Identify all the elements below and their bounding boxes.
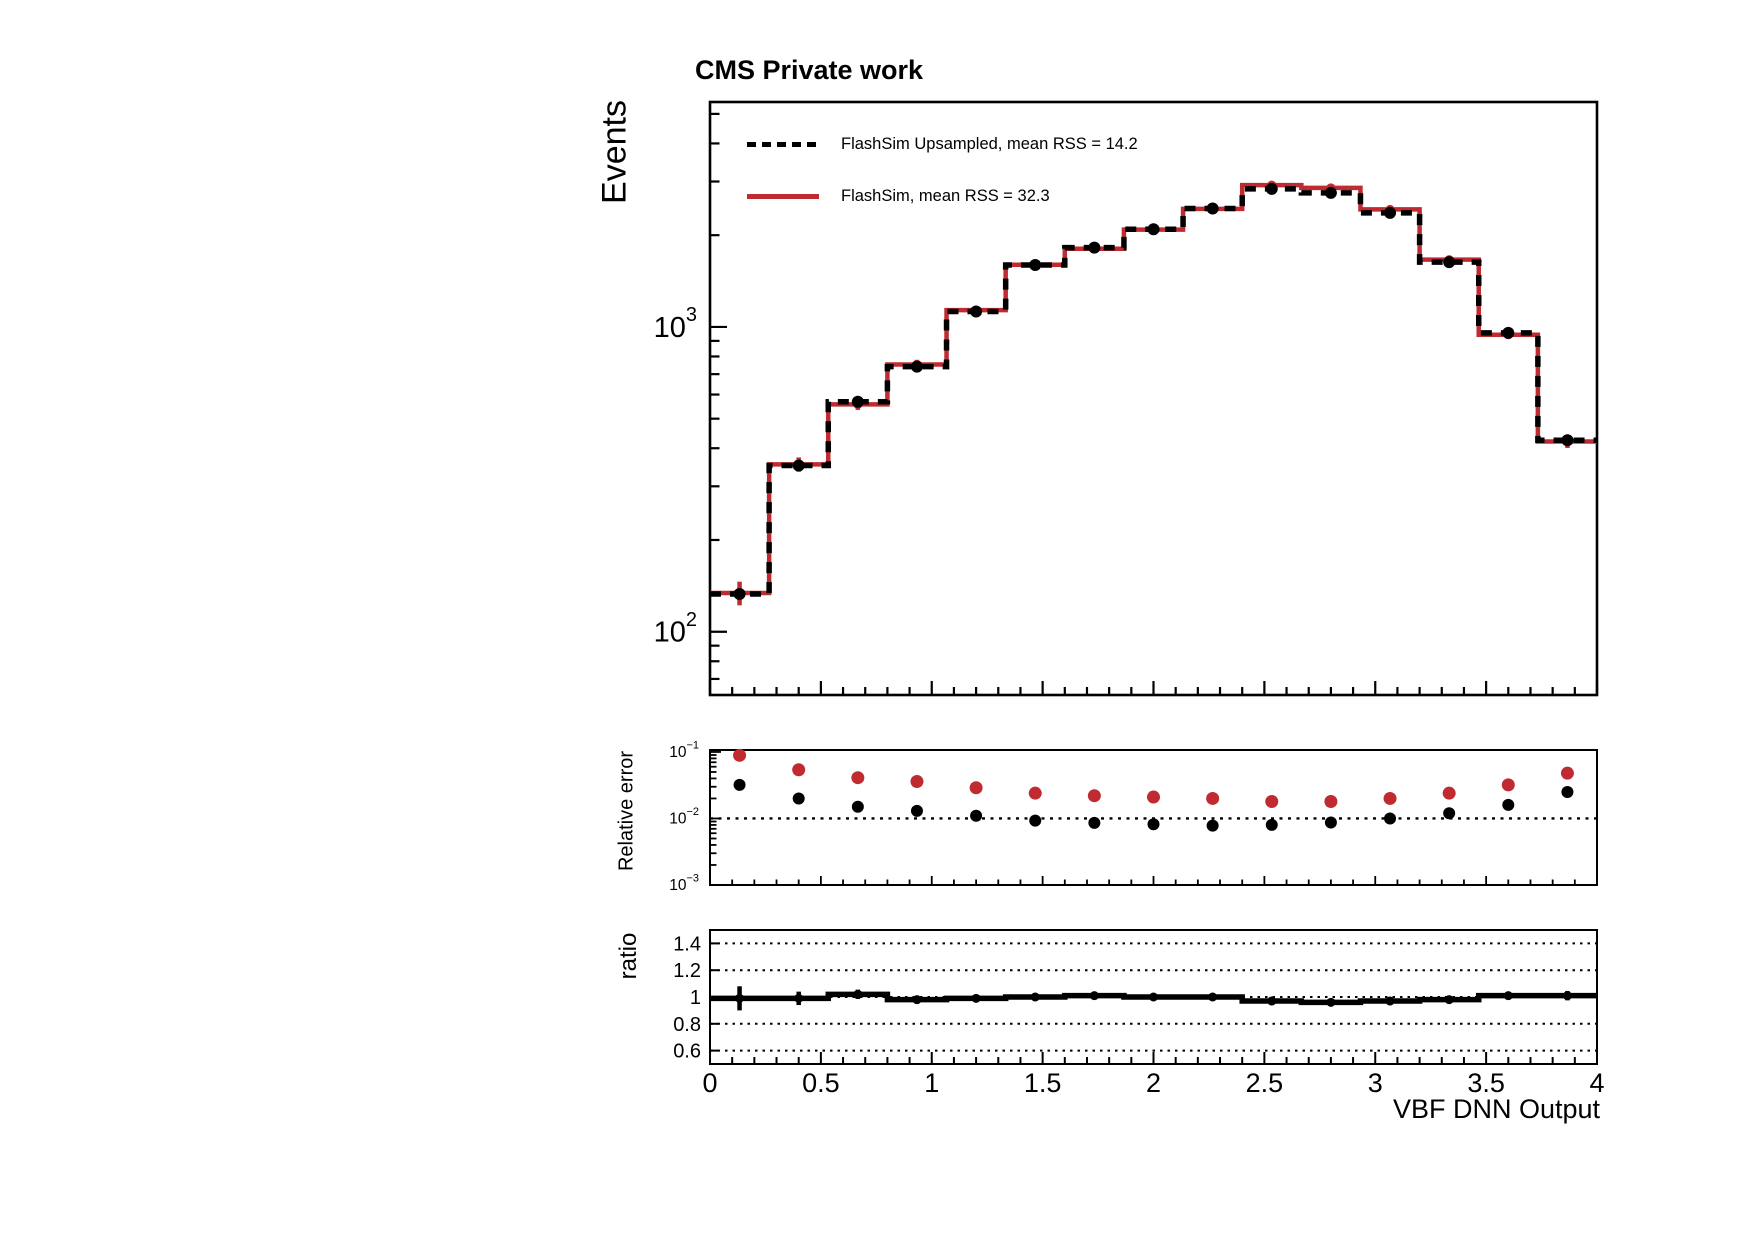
black-dot (1147, 818, 1160, 831)
x-ticks (709, 876, 1598, 885)
black-dot (1088, 816, 1101, 829)
red-dot (1087, 789, 1101, 803)
red-dot (1324, 794, 1338, 808)
red-dot (910, 774, 924, 788)
black-dot (1502, 798, 1515, 811)
series-flashsim-upsampled (710, 182, 1597, 600)
y-axis-title-relative-error: Relative error (615, 750, 638, 872)
black-dot (970, 809, 983, 822)
panel-frames (708, 100, 1599, 1065)
x-tick-label: 2 (1146, 1068, 1161, 1098)
dashed-line-icon (747, 141, 819, 147)
x-tick-label: 3 (1368, 1068, 1383, 1098)
svg-text:1.2: 1.2 (673, 960, 701, 982)
x-axis-title: VBF DNN Output (1392, 1094, 1600, 1124)
black-dot (1443, 807, 1456, 820)
black-dot (1029, 814, 1042, 827)
red-dot (1028, 786, 1042, 800)
svg-text:0.6: 0.6 (673, 1041, 701, 1063)
red-dot (1442, 786, 1456, 800)
red-dot (733, 748, 747, 762)
main-panel-series (710, 180, 1597, 606)
svg-text:1: 1 (690, 987, 701, 1009)
red-dot (1383, 791, 1397, 805)
red-dot (969, 781, 983, 795)
x-tick-label: 2.5 (1246, 1068, 1284, 1098)
red-dot (851, 771, 865, 785)
black-dot (733, 778, 746, 791)
y-ticks (710, 112, 727, 681)
black-dot (1324, 816, 1337, 829)
red-dot (1560, 766, 1574, 780)
black-dot (792, 792, 805, 805)
red-dot (1206, 791, 1220, 805)
page-title: CMS Private work (695, 55, 924, 85)
legend-item-flashsim: FlashSim, mean RSS = 32.3 (747, 170, 1138, 222)
legend: FlashSim Upsampled, mean RSS = 14.2 Flas… (747, 118, 1138, 222)
y-axis-title-events: Events (595, 100, 634, 204)
series-flashsim (710, 180, 1597, 606)
x-tick-label: 1 (924, 1068, 939, 1098)
x-tick-label: 4 (1589, 1068, 1604, 1098)
ratio-panel-series (710, 986, 1597, 1011)
x-ticks (709, 1052, 1598, 1064)
solid-line-icon (747, 193, 819, 199)
black-dot (1561, 786, 1574, 799)
legend-item-upsampled: FlashSim Upsampled, mean RSS = 14.2 (747, 118, 1138, 170)
svg-text:103: 103 (654, 304, 697, 344)
black-dot (910, 804, 923, 817)
black-dot (1384, 812, 1397, 825)
x-tick-label: 3.5 (1467, 1068, 1505, 1098)
x-tick-label: 1.5 (1024, 1068, 1062, 1098)
legend-label: FlashSim, mean RSS = 32.3 (841, 186, 1050, 205)
red-dot (1147, 790, 1160, 804)
red-dot (1265, 794, 1279, 808)
x-ticks (708, 681, 1599, 695)
black-dot (851, 800, 864, 813)
red-dot (792, 763, 806, 777)
svg-text:102: 102 (654, 609, 697, 649)
black-dot (1206, 819, 1219, 832)
relative-error-panel-series (710, 748, 1597, 832)
black-dot (1265, 818, 1278, 831)
y-axis-title-ratio: ratio (615, 932, 642, 980)
legend-label: FlashSim Upsampled, mean RSS = 14.2 (841, 134, 1138, 153)
axis-tick-labels: 102 103 10−1 10−2 10−3 0 0.5 1 1.5 2 2.5 3 3.5 4 (654, 304, 1605, 1098)
svg-text:1.4: 1.4 (673, 933, 701, 955)
x-tick-label: 0.5 (802, 1068, 840, 1098)
x-tick-label: 0 (702, 1068, 717, 1098)
svg-text:0.8: 0.8 (673, 1014, 701, 1036)
red-dot (1501, 778, 1515, 792)
svg-text:10−2: 10−2 (669, 806, 699, 828)
svg-text:10−3: 10−3 (669, 872, 699, 894)
svg-text:10−1: 10−1 (669, 739, 699, 761)
